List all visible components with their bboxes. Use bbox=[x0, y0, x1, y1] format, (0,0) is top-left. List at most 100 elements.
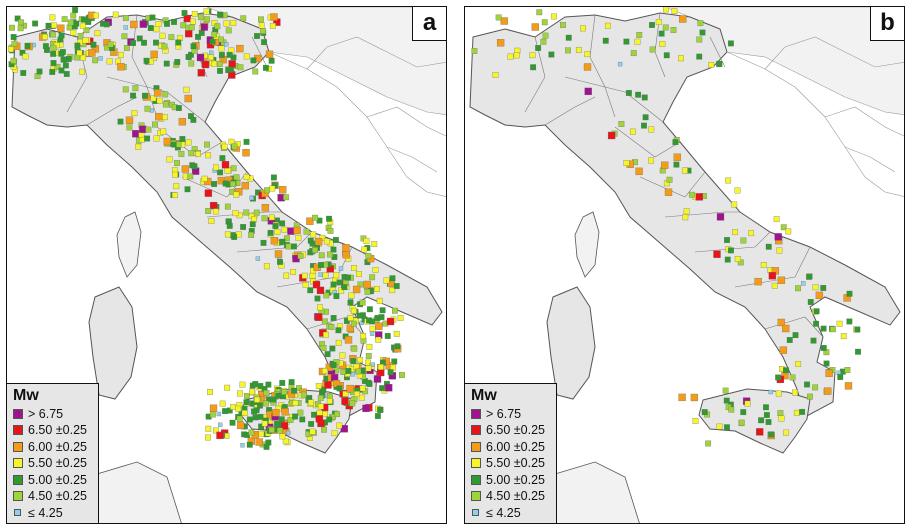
earthquake-marker bbox=[333, 272, 340, 279]
legend-item: 4.50 ±0.25 bbox=[13, 488, 94, 505]
earthquake-marker bbox=[342, 390, 349, 397]
earthquake-marker bbox=[813, 308, 820, 315]
earthquake-marker bbox=[10, 57, 17, 64]
earthquake-marker bbox=[779, 346, 788, 354]
earthquake-marker bbox=[98, 56, 103, 61]
earthquake-marker bbox=[374, 413, 381, 419]
earthquake-marker bbox=[701, 409, 708, 416]
earthquake-marker bbox=[763, 404, 769, 411]
legend-rows: > 6.75 6.50 ±0.25 6.00 ±0.25 5.50 ±0.25 5.00… bbox=[471, 406, 552, 522]
legend-label: 5.00 ±0.25 bbox=[28, 472, 87, 487]
earthquake-marker bbox=[231, 143, 238, 150]
earthquake-marker bbox=[343, 318, 350, 324]
earthquake-marker bbox=[362, 404, 370, 413]
earthquake-marker bbox=[837, 374, 844, 380]
legend-swatch bbox=[14, 509, 21, 517]
earthquake-marker bbox=[812, 384, 819, 391]
earthquake-marker bbox=[648, 126, 655, 133]
earthquake-marker bbox=[118, 51, 124, 58]
earthquake-marker bbox=[309, 240, 316, 247]
earthquake-marker bbox=[716, 213, 725, 221]
earthquake-marker bbox=[335, 327, 342, 334]
legend-swatch bbox=[13, 458, 23, 469]
earthquake-marker bbox=[243, 138, 250, 145]
earthquake-marker bbox=[327, 251, 333, 258]
earthquake-marker bbox=[300, 391, 307, 398]
earthquake-marker bbox=[261, 215, 268, 222]
earthquake-marker bbox=[321, 368, 328, 374]
earthquake-marker bbox=[178, 151, 185, 157]
legend-swatch bbox=[471, 408, 481, 419]
earthquake-marker bbox=[355, 368, 362, 375]
legend-label: 5.50 ±0.25 bbox=[28, 456, 87, 470]
earthquake-marker bbox=[258, 16, 264, 23]
earthquake-marker bbox=[240, 15, 247, 22]
earthquake-marker bbox=[807, 299, 814, 305]
earthquake-marker bbox=[251, 408, 257, 415]
earthquake-marker bbox=[642, 114, 649, 121]
earthquake-marker bbox=[804, 381, 810, 388]
earthquake-marker bbox=[321, 318, 328, 325]
earthquake-marker bbox=[125, 116, 134, 124]
earthquake-marker bbox=[844, 382, 853, 390]
earthquake-marker bbox=[196, 53, 205, 62]
region-border bbox=[564, 76, 664, 123]
earthquake-marker bbox=[216, 431, 224, 440]
legend-label: 5.00 ±0.25 bbox=[486, 472, 545, 487]
earthquake-marker bbox=[269, 185, 276, 192]
earthquake-marker bbox=[550, 13, 557, 20]
earthquake-marker bbox=[248, 429, 255, 436]
earthquake-marker bbox=[732, 229, 739, 236]
earthquake-marker bbox=[345, 274, 351, 281]
earthquake-marker bbox=[195, 151, 201, 157]
earthquake-marker bbox=[243, 174, 250, 180]
earthquake-marker bbox=[252, 381, 259, 387]
earthquake-marker bbox=[500, 17, 508, 25]
earthquake-marker bbox=[356, 271, 362, 277]
earthquake-marker bbox=[774, 233, 782, 241]
region-border bbox=[181, 171, 248, 198]
earthquake-marker bbox=[316, 410, 323, 416]
earthquake-marker bbox=[243, 399, 250, 406]
earthquake-marker bbox=[270, 13, 278, 21]
earthquake-marker bbox=[223, 20, 230, 27]
earthquake-marker bbox=[323, 292, 330, 299]
earthquake-marker bbox=[153, 26, 160, 33]
earthquake-marker bbox=[67, 19, 74, 26]
earthquake-marker bbox=[237, 64, 244, 71]
earthquake-marker bbox=[678, 55, 684, 62]
earthquake-marker bbox=[604, 22, 611, 29]
earthquake-marker bbox=[392, 307, 398, 314]
earthquake-marker bbox=[580, 25, 586, 32]
earthquake-marker bbox=[188, 24, 195, 31]
legend-swatch bbox=[471, 441, 481, 452]
earthquake-marker bbox=[45, 22, 52, 29]
earthquake-marker bbox=[697, 20, 704, 27]
country-border bbox=[268, 51, 446, 197]
legend-swatch bbox=[13, 474, 23, 485]
earthquake-marker bbox=[768, 272, 777, 280]
earthquake-marker bbox=[778, 415, 785, 422]
earthquake-marker bbox=[330, 246, 337, 253]
earthquake-marker bbox=[662, 24, 669, 31]
earthquake-marker bbox=[327, 227, 334, 234]
earthquake-marker bbox=[277, 258, 283, 265]
earthquake-marker bbox=[229, 181, 236, 187]
earthquake-marker bbox=[277, 427, 283, 434]
country-border bbox=[386, 146, 438, 173]
legend-swatch bbox=[13, 491, 23, 502]
earthquake-marker bbox=[379, 307, 386, 314]
region-border bbox=[694, 231, 771, 253]
earthquake-marker bbox=[217, 169, 224, 176]
earthquake-marker bbox=[279, 238, 286, 245]
earthquake-marker bbox=[815, 291, 824, 300]
earthquake-marker bbox=[322, 272, 329, 279]
earthquake-marker bbox=[218, 52, 225, 58]
earthquake-marker bbox=[213, 164, 219, 171]
earthquake-marker bbox=[724, 424, 730, 431]
earthquake-marker bbox=[683, 208, 690, 215]
earthquake-marker bbox=[530, 64, 537, 71]
earthquake-marker bbox=[49, 31, 56, 38]
earthquake-marker bbox=[649, 46, 656, 53]
earthquake-marker bbox=[348, 292, 355, 299]
